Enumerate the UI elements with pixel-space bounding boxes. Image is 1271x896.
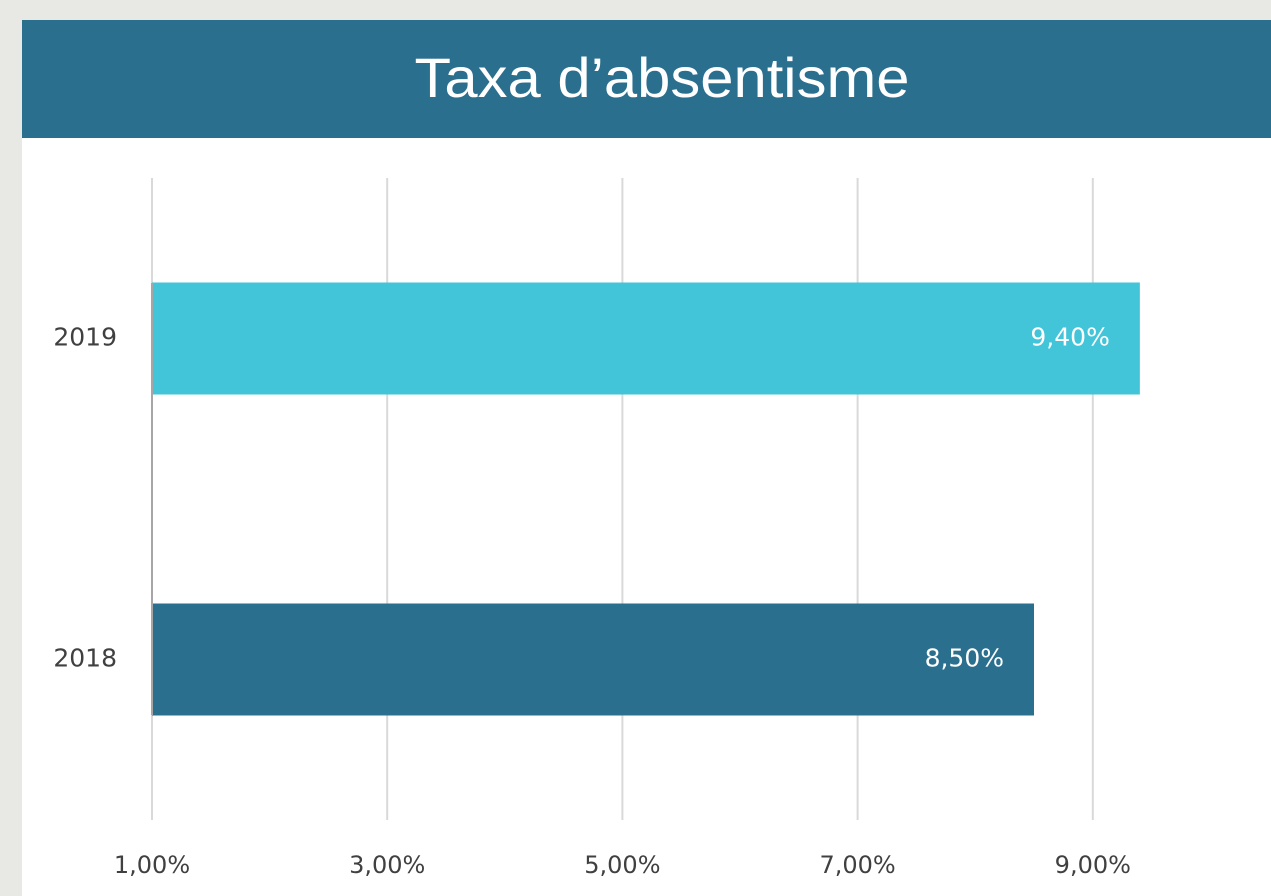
chart-title: Taxa d’absentisme <box>415 46 910 109</box>
y-tick-label: 2018 <box>53 644 117 673</box>
x-tick-label: 3,00% <box>349 851 425 879</box>
y-tick-label: 2019 <box>53 323 117 352</box>
x-tick-label: 9,00% <box>1055 851 1131 879</box>
value-label: 8,50% <box>925 644 1004 673</box>
bar <box>152 282 1140 395</box>
x-tick-label: 1,00% <box>114 851 190 879</box>
header <box>22 20 1271 138</box>
x-tick-label: 7,00% <box>819 851 895 879</box>
value-label: 9,40% <box>1030 323 1109 352</box>
panel <box>22 20 1271 896</box>
x-tick-label: 5,00% <box>584 851 660 879</box>
bar <box>152 603 1034 716</box>
